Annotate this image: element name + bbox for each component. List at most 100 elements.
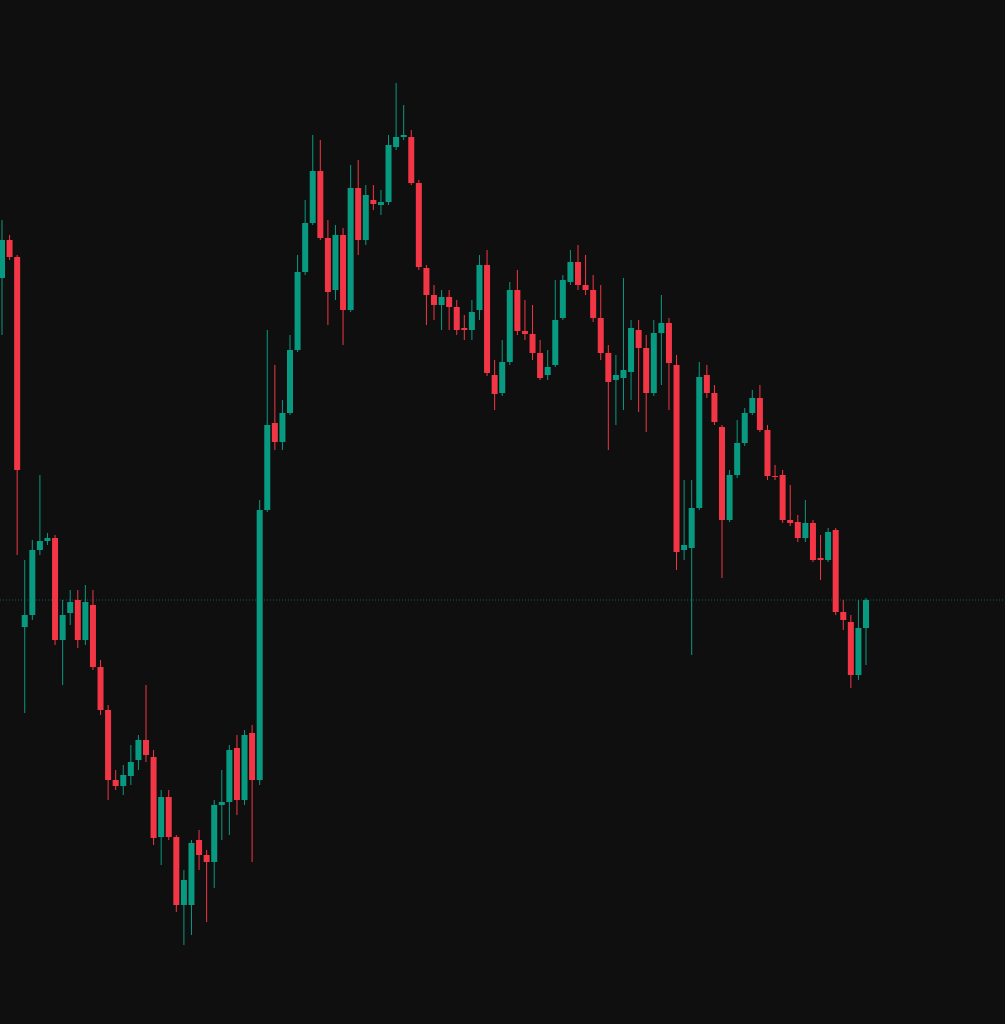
candle-body [446,297,453,307]
candle-body [347,188,354,310]
candle-body [453,307,460,330]
candle-body [165,797,172,837]
candle-body [150,757,157,838]
candle-body [135,740,142,760]
candle-body [340,235,347,310]
candle-body [491,375,498,394]
candle-body [14,257,21,470]
candle-body [362,195,369,240]
candle-body [847,622,854,675]
candle-body [734,443,741,475]
candle-body [809,523,816,560]
candle-body [59,615,66,640]
candle-body [476,265,483,310]
candle-body [74,600,81,640]
candle-body [264,425,271,510]
candle-body [226,750,233,802]
candle-body [521,331,528,334]
candle-body [180,880,187,905]
candle-body [537,353,544,378]
candle-body [97,667,104,710]
candle-body [105,710,112,780]
candle-body [44,538,51,541]
candle-body [173,837,180,905]
candle-body [863,600,869,628]
candle-body [764,430,771,476]
candle-body [582,285,589,290]
candle-body [484,265,491,373]
candle-body [355,188,362,240]
candle-body [256,510,263,780]
candle-body [423,268,430,295]
candle-body [309,171,316,223]
candle-body [855,628,862,675]
candle-body [832,530,839,612]
candle-body [756,398,763,430]
candle-body [628,328,635,372]
candle-body [772,476,779,477]
candle-body [802,523,809,538]
candle-body [324,238,331,292]
candle-body [279,413,286,442]
candle-body [741,413,748,443]
candle-body [779,475,786,520]
candle-body [559,280,566,318]
candle-body [377,202,384,205]
candle-body [825,532,832,560]
candle-body [21,615,28,627]
candle-body [188,843,195,905]
candle-body [643,348,650,393]
candle-body [67,602,74,613]
candle-body [233,748,240,800]
candle-body [635,330,642,348]
candle-body [711,393,718,422]
candle-body [127,762,134,776]
candle-body [544,367,551,375]
candle-body [681,545,688,550]
candle-body [605,353,612,382]
candle-body [332,235,339,290]
candle-body [271,423,278,442]
candle-body [400,135,407,137]
candle-body [612,375,619,380]
candle-body [370,200,377,204]
candle-body [461,328,468,330]
candle-body [787,520,794,523]
candle-body [52,538,59,640]
candle-body [817,558,824,560]
candle-body [431,295,437,305]
candle-body [620,370,627,378]
candle-body [597,318,604,353]
candle-body [249,733,256,780]
candle-body [749,398,756,413]
candle-body [287,350,293,413]
candle-body [385,145,392,202]
candle-body [6,240,13,257]
candle-body [688,508,695,548]
candle-body [408,137,415,183]
candle-body [658,323,665,333]
candle-body [794,522,801,538]
candle-body [719,427,725,520]
candle-body [415,183,422,267]
candle-body [393,137,400,147]
candle-body [590,290,597,318]
candle-body [317,171,324,238]
candle-body [499,362,506,393]
candle-body [529,334,536,353]
candle-body [211,805,218,862]
candle-body [726,475,733,520]
candle-body [120,775,127,786]
candle-body [514,290,521,331]
candle-body [840,612,847,620]
candle-body [302,223,309,272]
candle-body [673,365,680,552]
candle-body [567,262,574,282]
candle-body [89,605,96,667]
candle-body [196,840,203,855]
candle-body [218,802,225,805]
candle-body [468,312,475,330]
candle-body [650,333,657,393]
